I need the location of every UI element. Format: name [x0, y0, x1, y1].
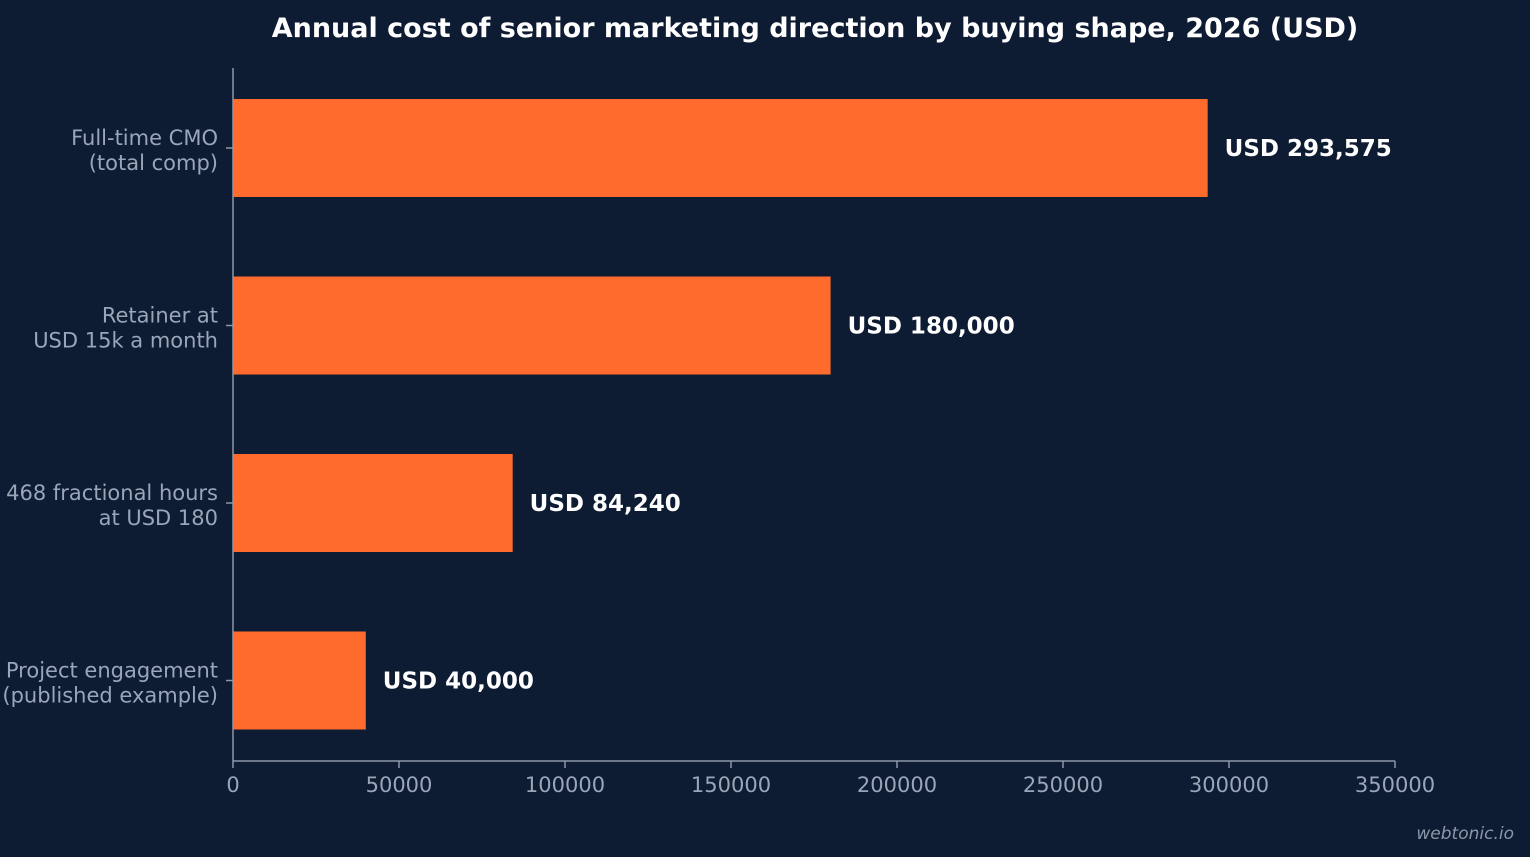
chart-title: Annual cost of senior marketing directio… — [272, 13, 1359, 44]
bar — [233, 631, 366, 730]
x-tick-label: 100000 — [525, 773, 605, 797]
bar — [233, 276, 831, 375]
category-label: Full-time CMO (total comp) — [71, 126, 218, 175]
bar-value-label: USD 84,240 — [530, 491, 681, 517]
bar-value-label: USD 293,575 — [1225, 136, 1392, 162]
category-label: 468 fractional hours at USD 180 — [6, 481, 218, 530]
bar-value-label: USD 40,000 — [383, 669, 534, 695]
x-tick-label: 250000 — [1023, 773, 1103, 797]
x-tick-label: 0 — [226, 773, 239, 797]
bar-value-label: USD 180,000 — [848, 314, 1015, 340]
x-tick-label: 150000 — [691, 773, 771, 797]
bar — [233, 99, 1208, 197]
x-tick-label: 350000 — [1355, 773, 1435, 797]
watermark-text: webtonic.io — [1416, 824, 1514, 844]
bar — [233, 454, 513, 552]
x-tick-label: 50000 — [366, 773, 433, 797]
x-tick-label: 300000 — [1189, 773, 1269, 797]
x-tick-label: 200000 — [857, 773, 937, 797]
category-label: Retainer at USD 15k a month — [33, 304, 218, 353]
category-label: Project engagement (published example) — [2, 659, 218, 708]
